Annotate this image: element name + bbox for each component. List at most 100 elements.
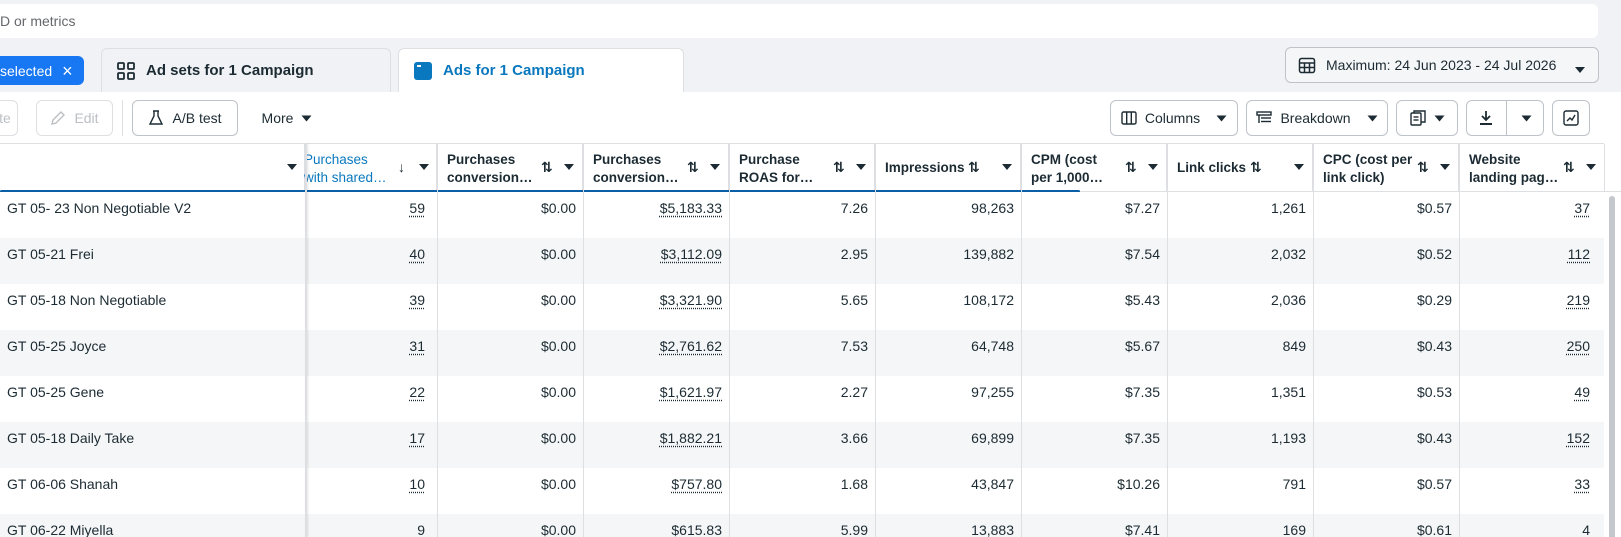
ad-name-cell[interactable]: GT 06-06 Shanah: [0, 468, 306, 514]
cell-purchases-conv-2[interactable]: $1,621.97: [583, 376, 722, 422]
chevron-down-icon[interactable]: [1440, 164, 1450, 170]
chevron-down-icon[interactable]: [1586, 164, 1596, 170]
table-row[interactable]: GT 05-18 Daily Take 17 $0.00 $1,882.21 3.66 6…: [0, 422, 1604, 468]
header-name[interactable]: [0, 144, 305, 192]
cell-purchases-conv-1: $0.00: [437, 284, 576, 330]
selection-chip[interactable]: selected ×: [0, 56, 84, 85]
table-row[interactable]: GT 05- 23 Non Negotiable V2 59 $0.00 $5,183…: [0, 192, 1604, 238]
cell-purchases-conv-2[interactable]: $5,183.33: [583, 192, 722, 238]
ad-name-cell[interactable]: GT 05-18 Daily Take: [0, 422, 306, 468]
table-row[interactable]: GT 06-06 Shanah 10 $0.00 $757.80 1.68 43,847 $…: [0, 468, 1604, 514]
cell-website-landing[interactable]: 33: [1459, 468, 1590, 514]
ad-name-cell[interactable]: GT 05- 23 Non Negotiable V2: [0, 192, 306, 238]
chevron-down-icon[interactable]: [1002, 164, 1012, 170]
header-purchases-conversion-2[interactable]: Purchases conversion… ⇅: [583, 144, 729, 192]
cell-cpm: $7.27: [1021, 192, 1160, 238]
column-divider: [1167, 144, 1168, 537]
cell-value: $0.57: [1417, 476, 1452, 492]
sort-icon[interactable]: ⇅: [687, 159, 699, 176]
sort-icon[interactable]: ⇅: [1417, 159, 1429, 176]
trend-chart-button[interactable]: [1552, 100, 1590, 136]
cell-website-landing[interactable]: 112: [1459, 238, 1590, 284]
cell-cpc: $0.43: [1313, 422, 1452, 468]
cell-purchases-shared[interactable]: 59: [296, 192, 425, 238]
column-divider: [1021, 144, 1022, 537]
cell-purchases-conv-2[interactable]: $3,321.90: [583, 284, 722, 330]
sort-icon[interactable]: ⇅: [1563, 159, 1575, 176]
header-purchases-conversion-1[interactable]: Purchases conversion… ⇅: [437, 144, 583, 192]
table-row[interactable]: GT 05-21 Frei 40 $0.00 $3,112.09 2.95 139,882…: [0, 238, 1604, 284]
table-header: Purchases with shared… ↓ Purchases conve…: [0, 144, 1621, 192]
sort-icon[interactable]: ⇅: [968, 159, 980, 176]
cell-value: $0.00: [541, 338, 576, 354]
cell-website-landing[interactable]: 37: [1459, 192, 1590, 238]
cell-purchases-shared[interactable]: 40: [296, 238, 425, 284]
chevron-down-icon[interactable]: [856, 164, 866, 170]
chevron-down-icon[interactable]: [710, 164, 720, 170]
cell-value: $0.53: [1417, 384, 1452, 400]
ad-name-cell[interactable]: GT 06-22 Miyella: [0, 514, 306, 537]
cell-purchases-conv-2[interactable]: $757.80: [583, 468, 722, 514]
chevron-down-icon[interactable]: [1294, 164, 1304, 170]
cell-website-landing[interactable]: 49: [1459, 376, 1590, 422]
header-cpc[interactable]: CPC (cost per link click) ⇅: [1313, 144, 1459, 192]
close-icon[interactable]: ×: [62, 62, 73, 80]
ad-name-cell[interactable]: GT 05-25 Gene: [0, 376, 306, 422]
cell-purchases-shared[interactable]: 22: [296, 376, 425, 422]
edit-button[interactable]: Edit: [36, 100, 113, 136]
cell-link-clicks: 1,351: [1167, 376, 1306, 422]
reports-button[interactable]: [1396, 100, 1458, 136]
ad-name-cell[interactable]: GT 05-25 Joyce: [0, 330, 306, 376]
table-row[interactable]: GT 05-25 Gene 22 $0.00 $1,621.97 2.27 97,255 $…: [0, 376, 1604, 422]
cell-purchases-shared[interactable]: 10: [296, 468, 425, 514]
table-row[interactable]: GT 06-22 Miyella 9 $0.00 $615.83 5.99 13,883 $…: [0, 514, 1604, 537]
cell-purchases-conv-2[interactable]: $1,882.21: [583, 422, 722, 468]
export-button[interactable]: [1466, 100, 1544, 136]
more-button[interactable]: More: [252, 100, 322, 136]
cell-impressions: 69,899: [875, 422, 1014, 468]
header-impressions[interactable]: Impressions ⇅: [875, 144, 1021, 192]
cell-website-landing[interactable]: 219: [1459, 284, 1590, 330]
cell-website-landing[interactable]: 4: [1459, 514, 1590, 537]
duplicate-button[interactable]: te: [0, 100, 18, 136]
cell-purchases-shared[interactable]: 31: [296, 330, 425, 376]
cell-cpm: $5.67: [1021, 330, 1160, 376]
breakdown-button[interactable]: Breakdown: [1246, 100, 1388, 136]
scrollbar-thumb[interactable]: [1609, 196, 1615, 537]
header-link-clicks[interactable]: Link clicks ⇅: [1167, 144, 1313, 192]
cell-purchases-conv-2[interactable]: $2,761.62: [583, 330, 722, 376]
ad-name-cell[interactable]: GT 05-21 Frei: [0, 238, 306, 284]
sort-icon[interactable]: ⇅: [833, 159, 845, 176]
sort-descending-icon[interactable]: ↓: [398, 159, 405, 175]
tab-ad-sets[interactable]: Ad sets for 1 Campaign: [101, 48, 391, 92]
table-row[interactable]: GT 05-25 Joyce 31 $0.00 $2,761.62 7.53 64,748…: [0, 330, 1604, 376]
chevron-down-icon[interactable]: [419, 164, 429, 170]
tab-ad-sets-label: Ad sets for 1 Campaign: [146, 62, 314, 79]
sort-icon[interactable]: ⇅: [1250, 159, 1262, 176]
header-purchase-roas[interactable]: Purchase ROAS for… ⇅: [729, 144, 875, 192]
cell-purchases-conv-2[interactable]: $615.83: [583, 514, 722, 537]
columns-button[interactable]: Columns: [1110, 100, 1238, 136]
chevron-down-icon[interactable]: [564, 164, 574, 170]
cell-value: 4: [1582, 522, 1590, 537]
table-row[interactable]: GT 05-18 Non Negotiable 39 $0.00 $3,321.90 5…: [0, 284, 1604, 330]
cell-impressions: 43,847: [875, 468, 1014, 514]
tab-ads[interactable]: Ads for 1 Campaign: [398, 48, 684, 92]
vertical-scrollbar[interactable]: [1604, 192, 1621, 537]
header-website-landing[interactable]: Website landing pag… ⇅: [1459, 144, 1605, 192]
ab-test-button[interactable]: A/B test: [132, 100, 238, 136]
date-range-picker[interactable]: Maximum: 24 Jun 2023 - 24 Jul 2026: [1285, 47, 1599, 83]
cell-purchases-conv-2[interactable]: $3,112.09: [583, 238, 722, 284]
cell-website-landing[interactable]: 152: [1459, 422, 1590, 468]
header-purchases-shared[interactable]: Purchases with shared… ↓: [296, 144, 437, 192]
cell-website-landing[interactable]: 250: [1459, 330, 1590, 376]
cell-purchases-shared[interactable]: 17: [296, 422, 425, 468]
chevron-down-icon[interactable]: [1148, 164, 1158, 170]
sort-icon[interactable]: ⇅: [541, 159, 553, 176]
cell-purchases-shared[interactable]: 9: [296, 514, 425, 537]
sort-icon[interactable]: ⇅: [1125, 159, 1137, 176]
cell-purchases-shared[interactable]: 39: [296, 284, 425, 330]
ad-name-cell[interactable]: GT 05-18 Non Negotiable: [0, 284, 306, 330]
search-bar[interactable]: D or metrics: [0, 4, 1598, 38]
header-cpm[interactable]: CPM (cost per 1,000… ⇅: [1021, 144, 1167, 192]
